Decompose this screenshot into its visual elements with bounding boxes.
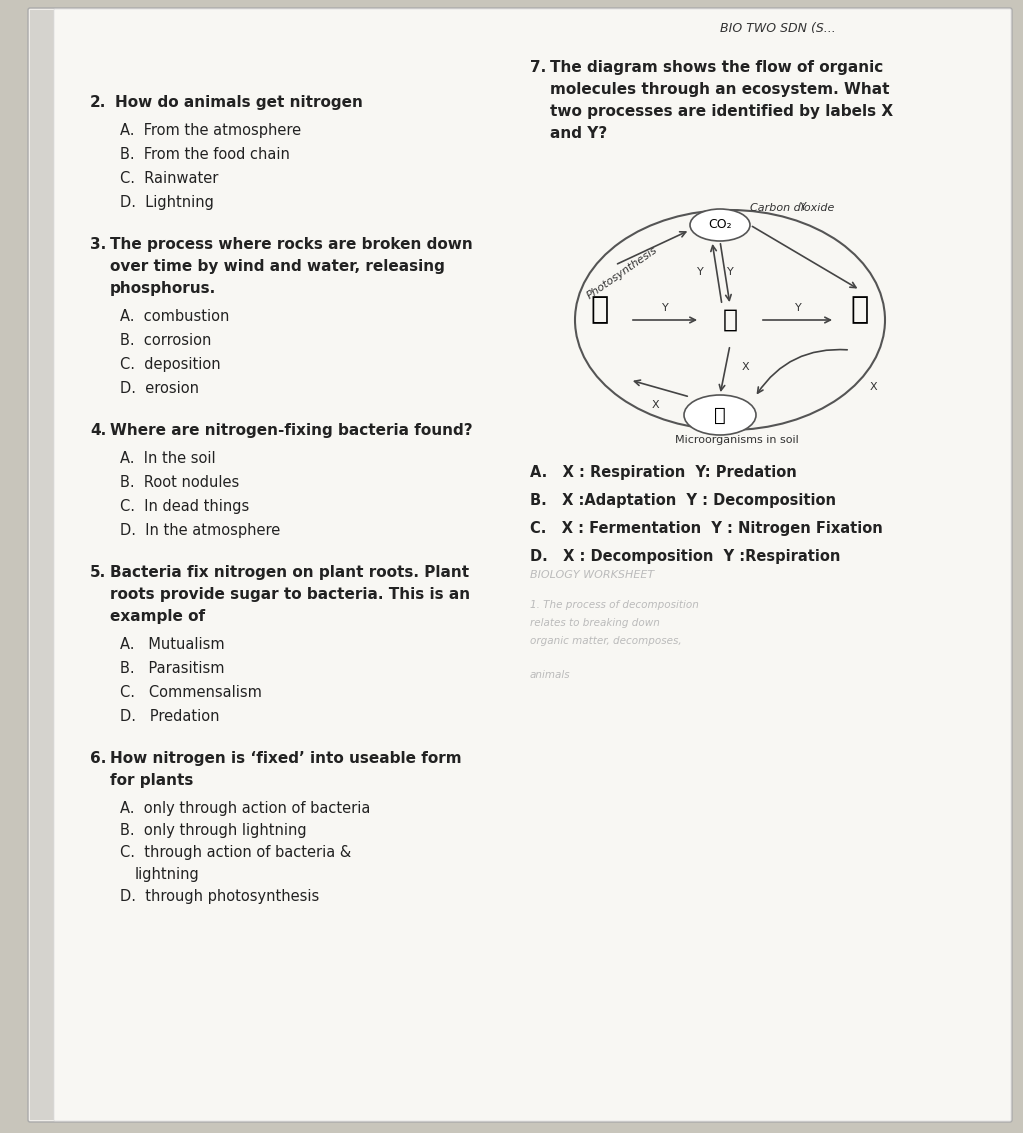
Text: C.   X : Fermentation  Y : Nitrogen Fixation: C. X : Fermentation Y : Nitrogen Fixatio…: [530, 521, 883, 536]
Text: D.  erosion: D. erosion: [120, 381, 199, 397]
Text: How do animals get nitrogen: How do animals get nitrogen: [115, 95, 363, 110]
Text: lightning: lightning: [135, 867, 199, 881]
Text: relates to breaking down: relates to breaking down: [530, 617, 660, 628]
Text: A.  only through action of bacteria: A. only through action of bacteria: [120, 801, 370, 816]
Text: 4.: 4.: [90, 423, 106, 438]
Text: BIOLOGY WORKSHEET: BIOLOGY WORKSHEET: [530, 570, 654, 580]
Text: Y: Y: [795, 303, 801, 313]
Text: Y: Y: [726, 267, 733, 276]
Text: Microorganisms in soil: Microorganisms in soil: [675, 435, 799, 445]
Text: D.  Lightning: D. Lightning: [120, 195, 214, 210]
Text: X: X: [870, 382, 878, 392]
Text: C.  Rainwater: C. Rainwater: [120, 171, 218, 186]
Text: C.   Commensalism: C. Commensalism: [120, 685, 262, 700]
Text: B.  only through lightning: B. only through lightning: [120, 823, 307, 838]
Text: Carbon dioxide: Carbon dioxide: [750, 203, 835, 213]
Text: 2.: 2.: [90, 95, 106, 110]
Text: animals: animals: [530, 670, 571, 680]
Text: B.   X :Adaptation  Y : Decomposition: B. X :Adaptation Y : Decomposition: [530, 493, 836, 508]
Text: A.  From the atmosphere: A. From the atmosphere: [120, 123, 301, 138]
Ellipse shape: [690, 208, 750, 241]
Text: A.  combustion: A. combustion: [120, 309, 229, 324]
Text: and Y?: and Y?: [550, 126, 608, 140]
Text: X: X: [652, 400, 659, 410]
Text: A.  In the soil: A. In the soil: [120, 451, 216, 466]
Text: How nitrogen is ‘fixed’ into useable form: How nitrogen is ‘fixed’ into useable for…: [110, 751, 461, 766]
Text: Y: Y: [697, 267, 704, 276]
Text: 🦠: 🦠: [714, 406, 726, 425]
Text: D.  through photosynthesis: D. through photosynthesis: [120, 889, 319, 904]
Text: organic matter, decomposes,: organic matter, decomposes,: [530, 636, 681, 646]
Text: 🐛: 🐛: [722, 308, 738, 332]
Text: D.   X : Decomposition  Y :Respiration: D. X : Decomposition Y :Respiration: [530, 550, 840, 564]
Text: B.  Root nodules: B. Root nodules: [120, 475, 239, 489]
FancyBboxPatch shape: [28, 8, 1012, 1122]
Text: 7.: 7.: [530, 60, 546, 75]
FancyBboxPatch shape: [54, 9, 1011, 1121]
Text: BIO TWO SDN (S...: BIO TWO SDN (S...: [720, 22, 836, 35]
Text: C.  through action of bacteria &: C. through action of bacteria &: [120, 845, 351, 860]
Text: Bacteria fix nitrogen on plant roots. Plant: Bacteria fix nitrogen on plant roots. Pl…: [110, 565, 470, 580]
Text: for plants: for plants: [110, 773, 193, 787]
Text: example of: example of: [110, 610, 206, 624]
Text: X: X: [742, 363, 749, 372]
Text: two processes are identified by labels X: two processes are identified by labels X: [550, 104, 893, 119]
Text: The diagram shows the flow of organic: The diagram shows the flow of organic: [550, 60, 883, 75]
Text: Photosynthesis: Photosynthesis: [585, 245, 660, 301]
Text: 6.: 6.: [90, 751, 106, 766]
Text: B.  From the food chain: B. From the food chain: [120, 147, 290, 162]
Text: C.  deposition: C. deposition: [120, 357, 221, 372]
Text: 🦌: 🦌: [851, 296, 870, 324]
Text: phosphorus.: phosphorus.: [110, 281, 216, 296]
Ellipse shape: [684, 395, 756, 435]
Text: The process where rocks are broken down: The process where rocks are broken down: [110, 237, 473, 252]
Text: C.  In dead things: C. In dead things: [120, 499, 250, 514]
Text: Where are nitrogen-fixing bacteria found?: Where are nitrogen-fixing bacteria found…: [110, 423, 473, 438]
Polygon shape: [30, 10, 55, 1121]
Text: B.  corrosion: B. corrosion: [120, 333, 212, 348]
Text: Y: Y: [662, 303, 668, 313]
Text: molecules through an ecosystem. What: molecules through an ecosystem. What: [550, 82, 890, 97]
Text: 🌿: 🌿: [591, 296, 609, 324]
Text: A.   X : Respiration  Y: Predation: A. X : Respiration Y: Predation: [530, 465, 797, 480]
Text: A.   Mutualism: A. Mutualism: [120, 637, 225, 651]
Text: 1. The process of decomposition: 1. The process of decomposition: [530, 600, 699, 610]
Text: B.   Parasitism: B. Parasitism: [120, 661, 224, 676]
Text: over time by wind and water, releasing: over time by wind and water, releasing: [110, 259, 445, 274]
Text: 5.: 5.: [90, 565, 106, 580]
Text: 3.: 3.: [90, 237, 106, 252]
Text: CO₂: CO₂: [708, 219, 731, 231]
Text: D.  In the atmosphere: D. In the atmosphere: [120, 523, 280, 538]
Text: roots provide sugar to bacteria. This is an: roots provide sugar to bacteria. This is…: [110, 587, 471, 602]
Text: D.   Predation: D. Predation: [120, 709, 220, 724]
Text: Y: Y: [800, 202, 807, 212]
